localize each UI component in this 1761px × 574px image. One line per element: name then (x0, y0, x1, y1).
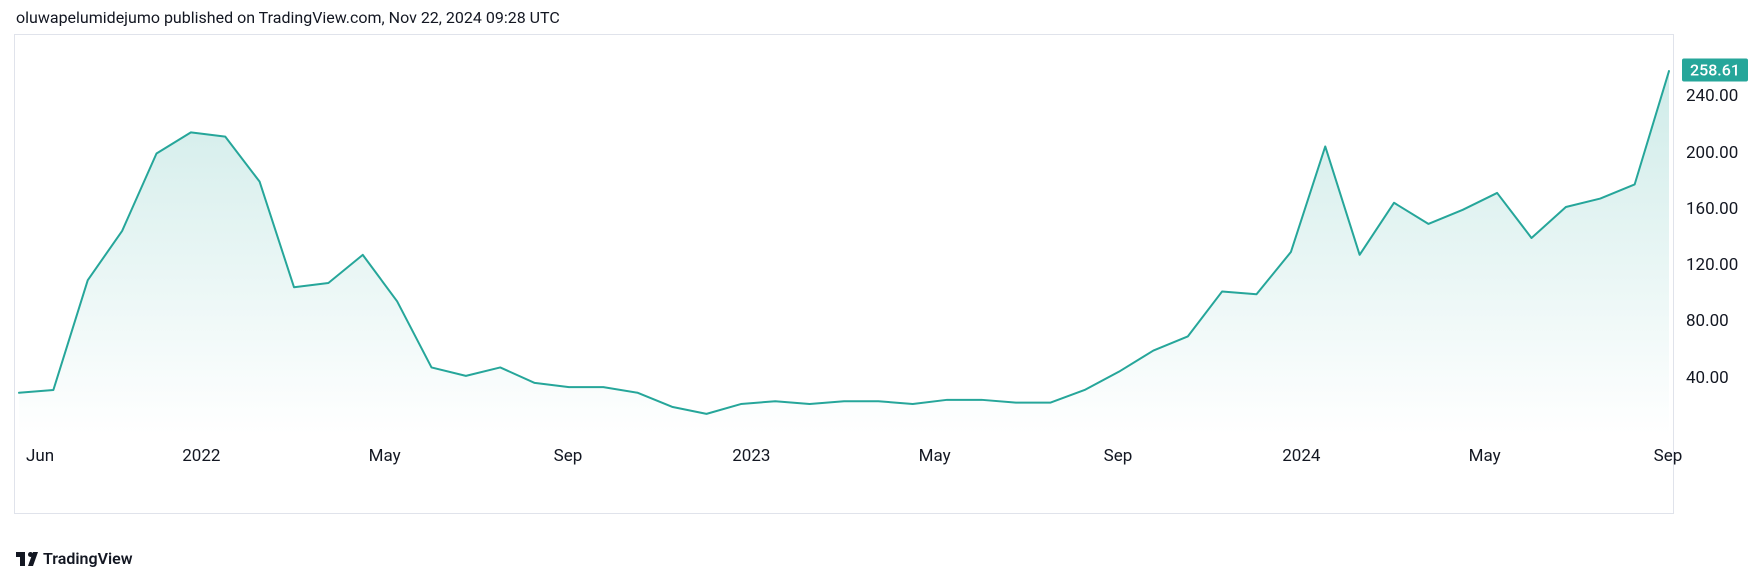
y-tick-label: 200.00 (1686, 143, 1738, 163)
publish-caption: oluwapelumidejumo published on TradingVi… (16, 8, 560, 27)
tradingview-brand-text: TradingView (43, 549, 133, 568)
x-tick-label: Sep (1104, 446, 1133, 466)
y-tick-label: 240.00 (1686, 86, 1738, 106)
x-tick-label: May (919, 446, 951, 466)
x-tick-label: Sep (1654, 446, 1683, 466)
y-tick-label: 120.00 (1686, 255, 1738, 275)
x-tick-label: 2023 (732, 446, 770, 466)
tradingview-logo: TradingView (16, 549, 133, 568)
y-tick-label: 40.00 (1686, 368, 1729, 388)
last-price-value: 258.61 (1690, 61, 1740, 80)
x-tick-label: 2022 (182, 446, 220, 466)
x-tick-label: May (1469, 446, 1501, 466)
chart-container: { "caption": "oluwapelumidejumo publishe… (0, 0, 1761, 574)
chart-frame[interactable] (14, 34, 1674, 514)
x-tick-label: May (369, 446, 401, 466)
tradingview-glyph-icon (16, 552, 38, 566)
area-chart[interactable] (15, 35, 1673, 513)
x-tick-label: 2024 (1282, 446, 1320, 466)
y-tick-label: 80.00 (1686, 311, 1729, 331)
y-tick-label: 160.00 (1686, 199, 1738, 219)
x-tick-label: Sep (554, 446, 583, 466)
last-price-badge: 258.61 (1682, 59, 1748, 82)
x-tick-label: Jun (26, 446, 54, 466)
